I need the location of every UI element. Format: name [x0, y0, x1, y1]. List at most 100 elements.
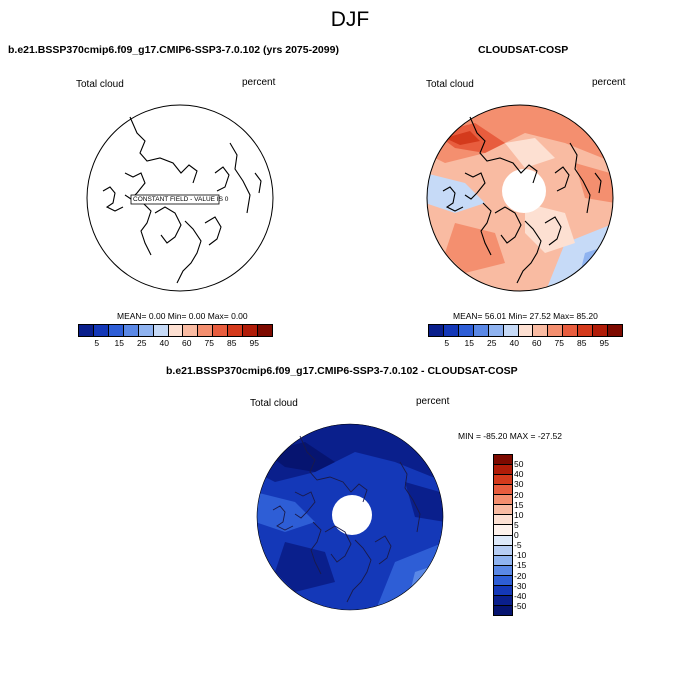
colorbar-model-tick-label: 60: [182, 338, 192, 348]
colorbar-model-swatch: [137, 325, 153, 336]
colorbar-obs-swatch: [607, 325, 622, 336]
colorbar-diff-ticks: 50 40 30 20 15 10 5 0 -5 -10 -15 -20 -30 -40 -50: [514, 454, 544, 614]
panel-obs-coastlines: [442, 116, 602, 284]
colorbar-diff-swatch: [494, 604, 512, 615]
colorbar-diff-swatch: [494, 494, 512, 505]
panel-diff-units-label: percent: [416, 396, 450, 407]
colorbar-obs-tick-label: 40: [509, 338, 519, 348]
panel-obs-title: CLOUDSAT-COSP: [478, 44, 569, 56]
colorbar-obs-swatch: [547, 325, 563, 336]
colorbar-obs-ticks: 5 15 25 40 60 75 85 95: [428, 338, 621, 350]
panel-model-constant-box: [130, 194, 220, 205]
colorbar-model-swatch: [92, 325, 108, 336]
colorbar-diff-swatch: [494, 594, 512, 605]
colorbar-model-ticks: 5 15 25 40 60 75 85 95: [78, 338, 271, 350]
panel-obs-missing-pole: [502, 169, 546, 213]
colorbar-model-swatch: [122, 325, 138, 336]
colorbar-obs-swatch: [562, 325, 578, 336]
panel-model-units-label: percent: [242, 77, 276, 88]
colorbar-obs-swatch: [517, 325, 533, 336]
colorbar-diff-tick-label: 20: [514, 489, 524, 500]
colorbar-model: [78, 324, 273, 337]
panel-model-map: [86, 104, 274, 292]
colorbar-obs-swatch: [472, 325, 488, 336]
colorbar-model-swatch: [197, 325, 213, 336]
colorbar-diff: [493, 454, 513, 616]
colorbar-obs-tick-label: 60: [532, 338, 542, 348]
panel-model-constant-annotation: CONSTANT FIELD - VALUE IS 0: [133, 196, 229, 203]
colorbar-obs-tick-label: 5: [444, 338, 450, 348]
panel-model-coastlines: [102, 116, 262, 284]
panel-diff-map-boundary: [256, 423, 444, 611]
colorbar-obs-swatch: [502, 325, 518, 336]
colorbar-model-swatch: [152, 325, 168, 336]
colorbar-diff-swatch: [494, 564, 512, 575]
colorbar-diff-swatch: [494, 554, 512, 565]
colorbar-diff-tick-label: -30: [514, 580, 527, 591]
panel-obs-units-label: percent: [592, 77, 626, 88]
colorbar-model-tick-label: 25: [137, 338, 147, 348]
colorbar-diff-tick-label: -15: [514, 560, 527, 571]
figure-title: DJF: [330, 8, 370, 31]
panel-obs-map-boundary: [426, 104, 614, 292]
colorbar-diff-swatch: [494, 584, 512, 595]
colorbar-obs-swatch: [487, 325, 503, 336]
colorbar-diff-tick-label: 50: [514, 459, 524, 470]
colorbar-model-tick-label: 40: [159, 338, 169, 348]
colorbar-diff-tick-label: -40: [514, 590, 527, 601]
colorbar-model-swatch: [257, 325, 272, 336]
colorbar-diff-swatch: [494, 504, 512, 515]
colorbar-diff-tick-label: 15: [514, 499, 524, 510]
colorbar-model-tick-label: 15: [114, 338, 124, 348]
colorbar-model-swatch: [242, 325, 258, 336]
colorbar-obs-tick-label: 15: [464, 338, 474, 348]
colorbar-model-swatch: [167, 325, 183, 336]
colorbar-diff-swatch: [494, 455, 512, 465]
colorbar-obs-swatch: [577, 325, 593, 336]
colorbar-model-swatch: [182, 325, 198, 336]
panel-diff-minmax: MIN = -85.20 MAX = -27.52: [458, 431, 562, 441]
colorbar-diff-swatch: [494, 524, 512, 535]
colorbar-obs-swatch: [457, 325, 473, 336]
colorbar-model-tick-label: 85: [227, 338, 237, 348]
colorbar-diff-swatch: [494, 514, 512, 525]
colorbar-diff-tick-label: -10: [514, 550, 527, 561]
colorbar-obs: [428, 324, 623, 337]
colorbar-obs-swatch: [592, 325, 608, 336]
panel-model-field-label: Total cloud: [76, 79, 124, 90]
colorbar-diff-swatch: [494, 484, 512, 495]
colorbar-model-tick-label: 75: [204, 338, 214, 348]
colorbar-diff-tick-label: 30: [514, 479, 524, 490]
panel-model-title: b.e21.BSSP370cmip6.f09_g17.CMIP6-SSP3-7.…: [8, 44, 339, 56]
colorbar-diff-tick-label: -50: [514, 600, 527, 611]
colorbar-diff-swatch: [494, 464, 512, 475]
colorbar-diff-swatch: [494, 534, 512, 545]
panel-diff-missing-pole: [332, 495, 372, 535]
colorbar-diff-tick-label: -20: [514, 570, 527, 581]
colorbar-diff-swatch: [494, 474, 512, 485]
colorbar-model-tick-label: 95: [249, 338, 259, 348]
colorbar-obs-tick-label: 85: [577, 338, 587, 348]
colorbar-obs-swatch: [532, 325, 548, 336]
colorbar-diff-tick-label: 40: [514, 469, 524, 480]
panel-diff-coastlines: [272, 435, 421, 603]
colorbar-diff-tick-label: 0: [514, 530, 519, 540]
colorbar-model-swatch: [212, 325, 228, 336]
colorbar-obs-tick-label: 95: [599, 338, 609, 348]
colorbar-diff-tick-label: 5: [514, 519, 519, 530]
colorbar-obs-swatch: [442, 325, 458, 336]
colorbar-obs-tick-label: 75: [554, 338, 564, 348]
panel-obs-stats: MEAN= 56.01 Min= 27.52 Max= 85.20: [453, 311, 598, 321]
panel-obs-map: [426, 104, 614, 292]
panel-model-stats: MEAN= 0.00 Min= 0.00 Max= 0.00: [117, 311, 248, 321]
colorbar-diff-swatch: [494, 574, 512, 585]
colorbar-model-swatch: [227, 325, 243, 336]
colorbar-obs-tick-label: 25: [487, 338, 497, 348]
colorbar-obs-swatch: [429, 325, 443, 336]
panel-diff-title: b.e21.BSSP370cmip6.f09_g17.CMIP6-SSP3-7.…: [166, 365, 518, 377]
panel-diff-field-label: Total cloud: [250, 398, 298, 409]
colorbar-diff-swatch: [494, 544, 512, 555]
colorbar-model-swatch: [107, 325, 123, 336]
panel-diff-map: [256, 423, 444, 611]
colorbar-model-tick-label: 5: [94, 338, 100, 348]
